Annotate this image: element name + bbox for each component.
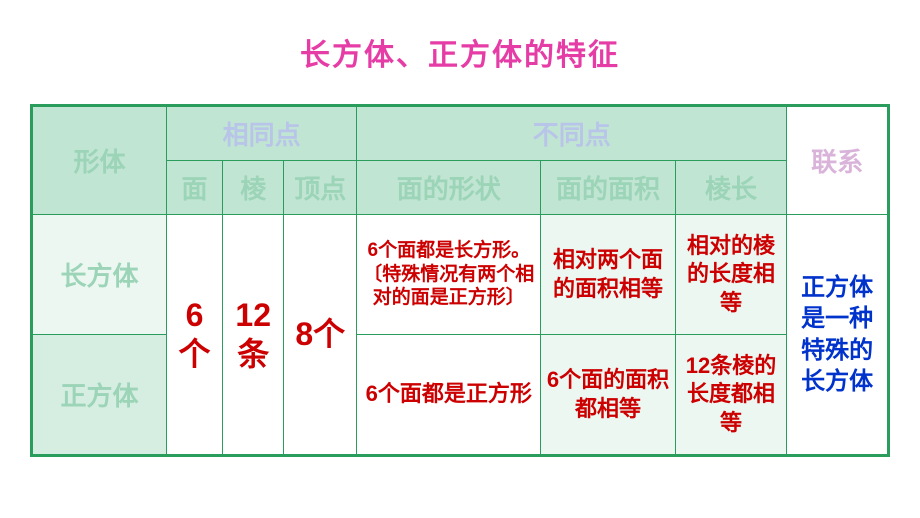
cuboid-faceshape: 6个面都是长方形。〔特殊情况有两个相对的面是正方形〕: [363, 240, 534, 309]
cuboid-edgelen: 相对的棱的长度相等: [687, 233, 775, 315]
header-same: 相同点: [167, 107, 357, 161]
features-table: 形体 相同点 不同点 联系 面 棱 顶点 面的形状 面的面积 棱长 长方体 6个…: [32, 106, 888, 455]
header-diff-text: 不同点: [533, 120, 611, 150]
edges-value: 12条: [235, 297, 271, 371]
header-vertex: 顶点: [284, 161, 357, 215]
header-face-text: 面: [182, 174, 208, 204]
cube-faceshape-cell: 6个面都是正方形: [357, 335, 541, 455]
header-facearea-text: 面的面积: [556, 174, 660, 204]
header-shape: 形体: [33, 107, 167, 215]
cube-edgelen-cell: 12条棱的长度都相等: [675, 335, 787, 455]
table-container: 形体 相同点 不同点 联系 面 棱 顶点 面的形状 面的面积 棱长 长方体 6个…: [30, 104, 890, 457]
header-edgelen: 棱长: [675, 161, 787, 215]
header-same-text: 相同点: [223, 120, 301, 150]
cuboid-row: 长方体 6个 12条 8个 6个面都是长方形。〔特殊情况有两个相对的面是正方形〕…: [33, 215, 888, 335]
cube-label: 正方体: [61, 381, 139, 411]
vertices-cell: 8个: [284, 215, 357, 455]
cuboid-edgelen-cell: 相对的棱的长度相等: [675, 215, 787, 335]
header-relation-text: 联系: [811, 147, 863, 177]
cuboid-facearea-cell: 相对两个面的面积相等: [541, 215, 675, 335]
header-faceshape-text: 面的形状: [397, 174, 501, 204]
header-vertex-text: 顶点: [294, 174, 346, 204]
header-edgelen-text: 棱长: [705, 174, 757, 204]
page-title: 长方体、正方体的特征: [30, 30, 890, 74]
cuboid-faceshape-cell: 6个面都是长方形。〔特殊情况有两个相对的面是正方形〕: [357, 215, 541, 335]
vertices-value: 8个: [295, 316, 345, 352]
faces-cell: 6个: [167, 215, 223, 455]
cube-label-cell: 正方体: [33, 335, 167, 455]
cuboid-facearea: 相对两个面的面积相等: [553, 247, 663, 301]
header-row-1: 形体 相同点 不同点 联系: [33, 107, 888, 161]
header-shape-text: 形体: [74, 147, 126, 177]
header-edge-text: 棱: [240, 174, 266, 204]
cuboid-label: 长方体: [61, 261, 139, 291]
cube-row: 正方体 6个面都是正方形 6个面的面积都相等 12条棱的长度都相等: [33, 335, 888, 455]
relation-text: 正方体是一种特殊的长方体: [801, 274, 873, 395]
cube-faceshape: 6个面都是正方形: [366, 381, 532, 406]
header-edge: 棱: [222, 161, 283, 215]
cuboid-label-cell: 长方体: [33, 215, 167, 335]
header-facearea: 面的面积: [541, 161, 675, 215]
edges-cell: 12条: [222, 215, 283, 455]
header-faceshape: 面的形状: [357, 161, 541, 215]
header-face: 面: [167, 161, 223, 215]
relation-cell: 正方体是一种特殊的长方体: [787, 215, 888, 455]
header-relation: 联系: [787, 107, 888, 215]
faces-value: 6个: [179, 297, 211, 371]
cube-edgelen: 12条棱的长度都相等: [686, 353, 776, 435]
header-diff: 不同点: [357, 107, 787, 161]
cube-facearea-cell: 6个面的面积都相等: [541, 335, 675, 455]
cube-facearea: 6个面的面积都相等: [547, 367, 669, 421]
